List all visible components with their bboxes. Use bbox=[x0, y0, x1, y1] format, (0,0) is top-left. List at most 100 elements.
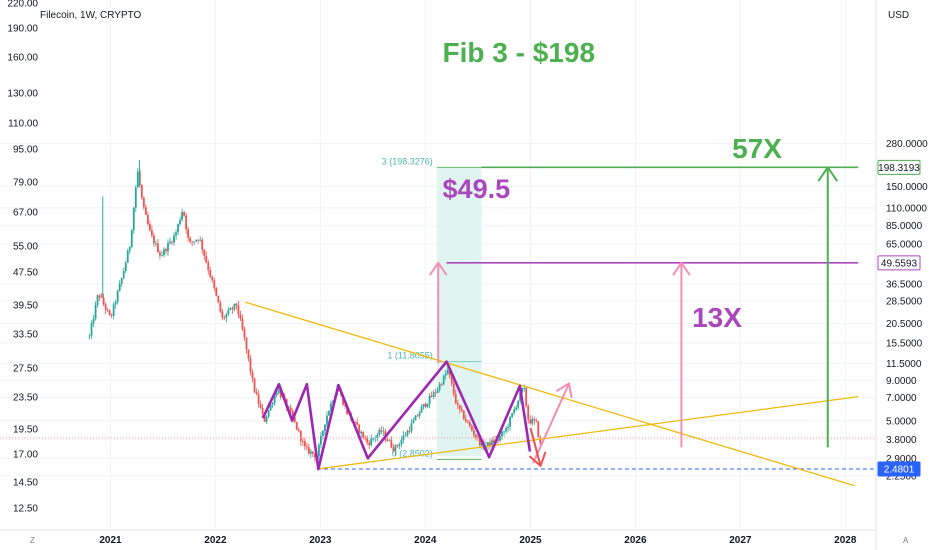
right-tick-label: 65.0000 bbox=[886, 240, 923, 251]
time-tick-label: 2021 bbox=[99, 535, 122, 546]
right-tick-label: 28.5000 bbox=[886, 296, 923, 307]
candle-body bbox=[219, 302, 222, 312]
candle-body bbox=[165, 249, 167, 252]
candle-body bbox=[261, 407, 264, 414]
right-tick-label: 11.5000 bbox=[886, 359, 922, 370]
candle-body bbox=[396, 445, 399, 447]
candle-body bbox=[462, 410, 465, 420]
candle-body bbox=[106, 309, 109, 311]
arrow-head bbox=[528, 451, 547, 467]
candle-body bbox=[269, 404, 272, 411]
left-tick-label: 67.00 bbox=[13, 208, 38, 219]
time-tick-label: 2028 bbox=[834, 535, 857, 546]
candle-body bbox=[358, 424, 361, 434]
candle-body bbox=[517, 400, 520, 408]
left-tick-label: 55.00 bbox=[13, 242, 38, 253]
corner-label-right[interactable]: A bbox=[903, 536, 909, 545]
arrow-shaft bbox=[532, 383, 570, 464]
candle-body bbox=[295, 421, 298, 430]
candle-body bbox=[291, 411, 294, 418]
left-tick-label: 12.50 bbox=[13, 504, 38, 515]
candle-body bbox=[533, 419, 536, 421]
candle-body bbox=[313, 453, 316, 458]
candle-body bbox=[430, 395, 433, 397]
candle-body bbox=[150, 230, 153, 236]
candle-body bbox=[179, 219, 181, 225]
candle-body bbox=[249, 358, 252, 372]
currency-label[interactable]: USD bbox=[888, 10, 909, 21]
candle-body bbox=[299, 430, 302, 442]
right-tick-label: 9.0000 bbox=[886, 376, 917, 387]
candle-body bbox=[136, 171, 139, 188]
candle-body bbox=[94, 304, 97, 319]
candle-body bbox=[474, 434, 477, 438]
candle-body bbox=[450, 375, 453, 384]
candle-body bbox=[410, 423, 413, 432]
right-tick-label: 85.0000 bbox=[886, 221, 923, 232]
candle-body bbox=[493, 440, 495, 444]
candle-body bbox=[527, 405, 530, 420]
candle-body bbox=[388, 440, 391, 442]
price-tag-box bbox=[877, 159, 921, 175]
candle-body bbox=[519, 392, 522, 401]
price-tag-box bbox=[877, 461, 921, 477]
left-price-axis[interactable]: 220.00 190.00 160.00 130.00 110.00 95.00 79.00… bbox=[7, 0, 38, 515]
candle-body bbox=[146, 214, 149, 224]
candle-body bbox=[400, 439, 403, 445]
candle-body bbox=[209, 269, 212, 277]
candle-body bbox=[104, 304, 107, 310]
trendline bbox=[316, 395, 859, 470]
candle-body bbox=[426, 403, 429, 407]
candle-body bbox=[394, 445, 397, 452]
right-tick-label: 110.0000 bbox=[886, 203, 927, 214]
left-tick-label: 110.00 bbox=[8, 119, 38, 130]
candle-body bbox=[432, 392, 435, 397]
target-495-label: $49.5 bbox=[443, 174, 511, 204]
candle-body bbox=[88, 335, 91, 337]
right-tick-label: 150.0000 bbox=[886, 182, 928, 193]
candle-body bbox=[237, 305, 240, 315]
candle-body bbox=[523, 388, 526, 389]
candle-body bbox=[392, 447, 395, 452]
price-tag-label: 198.3193 bbox=[878, 163, 920, 174]
candle-body bbox=[303, 441, 306, 447]
right-price-axis[interactable]: 280.0000 150.0000 110.0000 85.0000 65.0000 36… bbox=[877, 139, 928, 482]
candle-body bbox=[231, 308, 234, 310]
price-tag-label: 49.5593 bbox=[881, 258, 918, 269]
fib-level-label: 3 (198.3276) bbox=[382, 156, 433, 166]
candle-body bbox=[398, 444, 401, 446]
left-tick-label: 39.50 bbox=[13, 301, 38, 312]
time-axis[interactable]: 2021 2022 2023 2024 2025 2026 2027 2028 bbox=[99, 535, 856, 546]
candle-body bbox=[265, 416, 268, 422]
candle-body bbox=[318, 444, 320, 457]
candle-body bbox=[501, 431, 503, 437]
candle-body bbox=[142, 197, 145, 208]
candle-body bbox=[96, 295, 99, 305]
candle-body bbox=[438, 384, 441, 390]
candle-body bbox=[243, 329, 246, 338]
candle-body bbox=[422, 404, 425, 407]
candle-body bbox=[98, 295, 101, 298]
candle-body bbox=[157, 243, 159, 253]
candle-body bbox=[203, 249, 206, 256]
candle-body bbox=[215, 288, 218, 296]
candle-body bbox=[263, 413, 266, 422]
candle-body bbox=[227, 310, 230, 315]
candle-body bbox=[390, 440, 393, 448]
candle-body bbox=[175, 232, 177, 236]
candle-body bbox=[297, 429, 300, 431]
candle-body bbox=[311, 451, 314, 454]
right-tick-label: 2.9000 bbox=[886, 454, 917, 465]
candle-body bbox=[440, 384, 443, 386]
candle-body bbox=[201, 239, 204, 250]
left-tick-label: 17.00 bbox=[13, 450, 38, 461]
candle-body bbox=[126, 250, 129, 263]
candle-body bbox=[376, 434, 379, 438]
candle-body bbox=[305, 446, 308, 448]
trendline bbox=[245, 301, 855, 487]
candle-body bbox=[382, 431, 385, 433]
corner-label-left[interactable]: Z bbox=[30, 536, 35, 545]
candle-body bbox=[110, 314, 113, 316]
candle-body bbox=[279, 389, 282, 397]
